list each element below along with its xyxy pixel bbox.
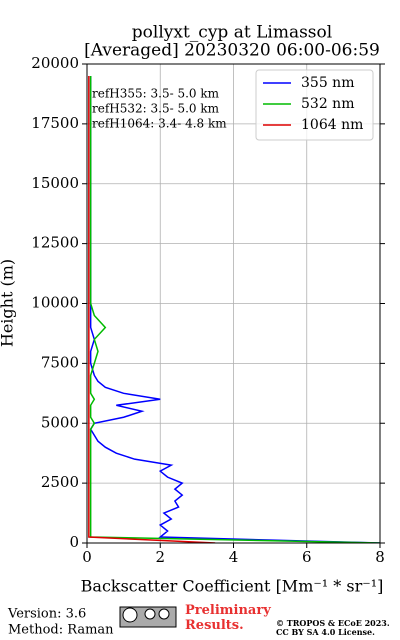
- profile-line: [89, 75, 380, 543]
- annotation: refH1064: 3.4- 4.8 km: [92, 117, 227, 131]
- y-tick-label: 20000: [31, 54, 79, 72]
- y-tick-label: 17500: [31, 114, 79, 132]
- legend-label: 355 nm: [301, 75, 354, 91]
- y-tick-label: 2500: [41, 473, 79, 491]
- x-tick-label: 6: [302, 548, 312, 566]
- y-tick-label: 5000: [41, 413, 79, 431]
- plot-frame: [86, 63, 381, 544]
- footer-license: CC BY SA 4.0 License.: [276, 627, 375, 637]
- cc-logo: [119, 606, 177, 628]
- profile-line: [88, 75, 216, 543]
- y-tick-label: 0: [69, 533, 79, 551]
- footer-copyright: © TROPOS & ECoE 2023.: [276, 618, 390, 628]
- y-tick-label: 10000: [31, 294, 79, 312]
- x-tick-label: 4: [229, 548, 239, 566]
- x-tick-label: 8: [375, 548, 385, 566]
- y-tick-label: 7500: [41, 353, 79, 371]
- legend-label: 532 nm: [301, 96, 354, 112]
- profile-line: [89, 75, 380, 543]
- legend-box: [255, 69, 374, 141]
- chart-title: pollyxt_cyp at Limassol: [132, 23, 332, 43]
- x-tick-label: 0: [82, 548, 92, 566]
- legend-label: 1064 nm: [301, 117, 363, 133]
- footer-version: Version: 3.6: [7, 607, 86, 622]
- footer-preliminary: Preliminary Results.: [185, 603, 275, 633]
- y-tick-label: 12500: [31, 234, 79, 252]
- y-axis-label: Height (m): [0, 259, 17, 347]
- x-axis-label: Backscatter Coefficient [Mm⁻¹ * sr⁻¹]: [81, 577, 384, 596]
- annotation: refH532: 3.5- 5.0 km: [92, 102, 220, 116]
- y-tick-label: 15000: [31, 174, 79, 192]
- x-tick-label: 2: [155, 548, 165, 566]
- footer-method: Method: Raman: [8, 623, 114, 638]
- chart-subtitle: [Averaged] 20230320 06:00-06:59: [84, 41, 380, 61]
- annotation: refH355: 3.5- 5.0 km: [92, 87, 220, 101]
